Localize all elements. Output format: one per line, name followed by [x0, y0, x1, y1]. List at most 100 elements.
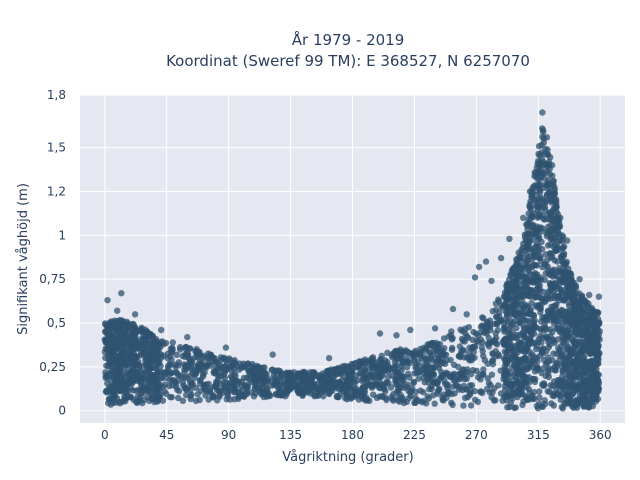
- data-point: [111, 317, 118, 324]
- data-point: [126, 378, 133, 385]
- data-point: [573, 396, 580, 404]
- data-point: [573, 370, 580, 378]
- data-point: [477, 323, 485, 331]
- data-point: [556, 356, 563, 363]
- data-point: [564, 327, 572, 334]
- data-point: [483, 330, 490, 337]
- data-point: [410, 352, 417, 359]
- data-point: [509, 385, 517, 393]
- data-point: [571, 316, 578, 323]
- data-point: [538, 211, 546, 219]
- data-point: [591, 337, 598, 345]
- data-point: [168, 349, 175, 356]
- y-tick-label: 1,2: [47, 184, 66, 198]
- data-point: [379, 372, 386, 380]
- data-point: [550, 266, 557, 273]
- data-point: [121, 383, 129, 390]
- data-point: [196, 358, 204, 365]
- data-point: [113, 378, 121, 385]
- data-point: [459, 337, 467, 344]
- data-point: [571, 339, 578, 346]
- data-point: [384, 349, 391, 356]
- data-point: [347, 373, 354, 380]
- data-point: [186, 345, 194, 352]
- data-point: [593, 330, 601, 337]
- data-point: [186, 355, 194, 362]
- data-point: [433, 347, 440, 354]
- data-point: [112, 399, 120, 406]
- data-point: [311, 383, 318, 390]
- data-point: [507, 322, 514, 330]
- data-point: [194, 391, 201, 398]
- data-point: [429, 352, 436, 359]
- data-point: [455, 363, 462, 371]
- data-point: [155, 346, 163, 353]
- data-point: [369, 381, 377, 389]
- data-point: [596, 336, 603, 343]
- data-point: [325, 354, 333, 362]
- data-point: [556, 268, 563, 275]
- data-point: [559, 238, 566, 245]
- data-point: [102, 320, 109, 327]
- data-point: [216, 393, 223, 400]
- data-point: [269, 351, 276, 358]
- data-point: [473, 367, 480, 374]
- data-point: [175, 394, 182, 402]
- data-point: [542, 206, 549, 214]
- data-point: [513, 256, 520, 263]
- data-point: [533, 169, 540, 176]
- data-point: [545, 196, 552, 203]
- data-point: [488, 371, 496, 378]
- data-point: [245, 360, 252, 367]
- data-point: [571, 323, 578, 331]
- data-point: [563, 365, 570, 372]
- data-point: [483, 385, 491, 393]
- data-point: [508, 288, 515, 295]
- data-point: [196, 396, 203, 404]
- data-point: [145, 386, 152, 394]
- data-point: [358, 369, 365, 377]
- data-point: [527, 204, 534, 211]
- data-point: [455, 353, 463, 360]
- data-point: [492, 397, 499, 404]
- data-point: [137, 377, 144, 384]
- data-point: [496, 309, 503, 316]
- data-point: [589, 381, 596, 388]
- data-point: [252, 379, 260, 386]
- data-point: [107, 377, 115, 384]
- data-point: [226, 381, 233, 388]
- data-point: [122, 329, 129, 337]
- data-point: [592, 398, 600, 405]
- data-point: [152, 396, 159, 404]
- data-point: [134, 397, 142, 405]
- data-point: [524, 338, 531, 346]
- data-point: [578, 370, 585, 377]
- data-point: [446, 388, 453, 396]
- data-point: [520, 214, 527, 221]
- data-point: [461, 376, 469, 383]
- data-point: [537, 332, 544, 340]
- data-point: [480, 366, 487, 373]
- data-point: [122, 346, 129, 354]
- data-point: [138, 335, 145, 343]
- data-point: [112, 338, 120, 345]
- data-point: [512, 404, 519, 411]
- data-point: [495, 382, 502, 389]
- data-point: [144, 355, 151, 363]
- data-point: [557, 396, 564, 403]
- data-point: [554, 376, 562, 384]
- data-point: [493, 320, 501, 327]
- data-point: [533, 402, 541, 410]
- data-point: [570, 359, 577, 366]
- data-point: [236, 393, 244, 400]
- data-point: [160, 340, 167, 348]
- x-tick-label: 90: [221, 428, 236, 442]
- data-point: [584, 303, 591, 310]
- data-point: [544, 295, 552, 302]
- data-point: [434, 378, 442, 386]
- data-point: [509, 390, 516, 398]
- data-point: [595, 356, 602, 363]
- data-point: [547, 282, 554, 289]
- data-point: [217, 354, 225, 361]
